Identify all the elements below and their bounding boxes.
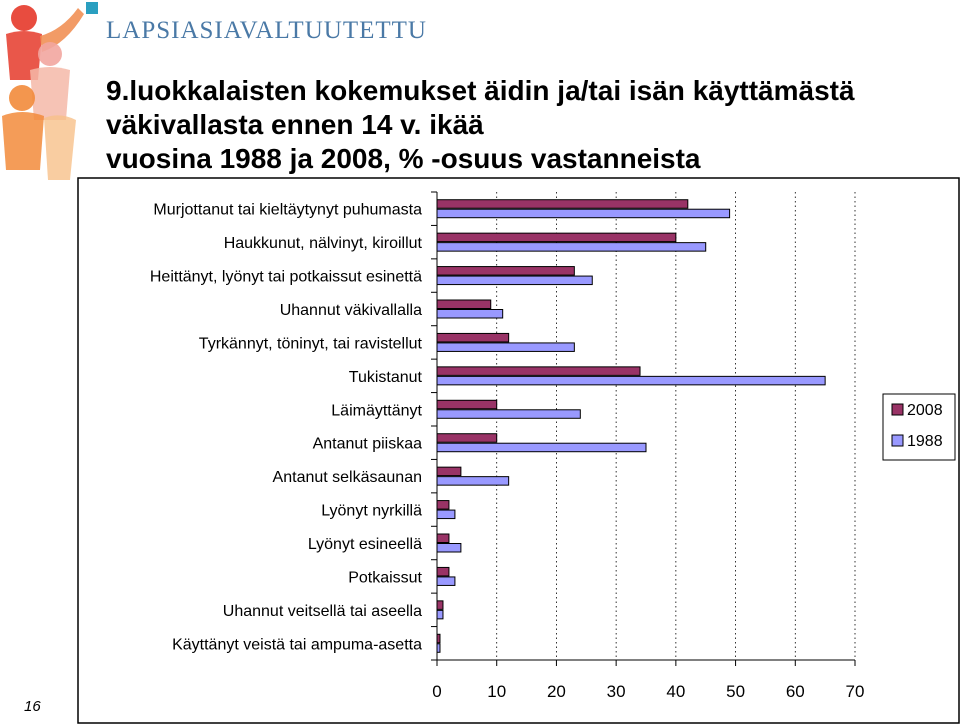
title-line: väkivallasta ennen 14 v. ikää — [106, 109, 484, 140]
x-tick-label: 60 — [786, 682, 805, 701]
x-tick-label: 40 — [666, 682, 685, 701]
x-tick-label: 30 — [607, 682, 626, 701]
legend-label-2008: 2008 — [907, 402, 943, 419]
bar-1988 — [436, 208, 731, 219]
category-label: Lyönyt nyrkillä — [321, 503, 422, 520]
category-label: Lyönyt esineellä — [308, 536, 422, 553]
category-labels: Murjottanut tai kieltäytynyt puhumasta Ha… — [150, 202, 423, 654]
x-tick-label: 10 — [487, 682, 506, 701]
category-label: Tukistanut — [349, 369, 423, 386]
bar-2008 — [436, 466, 462, 477]
tick-labels: 0 10 20 30 40 50 60 70 — [432, 682, 864, 701]
bar-1988 — [436, 609, 444, 620]
category-label: Murjottanut tai kieltäytynyt puhumasta — [153, 202, 422, 219]
axes — [431, 191, 856, 666]
bar-1988 — [436, 543, 462, 553]
bar-1988 — [436, 342, 575, 352]
bar-2008 — [436, 500, 450, 510]
logo-person-head — [11, 5, 37, 31]
category-label: Antanut piiskaa — [313, 436, 423, 453]
bar-1988 — [436, 309, 504, 319]
logo-square — [86, 2, 98, 14]
category-label: Käyttänyt veistä tai ampuma-asetta — [172, 636, 422, 653]
bar-2008 — [436, 600, 444, 610]
x-tick-label: 20 — [547, 682, 566, 701]
x-tick-label: 70 — [846, 682, 865, 701]
bar-2008 — [436, 266, 575, 276]
bar-1988 — [436, 509, 456, 520]
logo-person-body — [2, 112, 44, 170]
bar-1988 — [436, 576, 456, 586]
bar-1988 — [436, 476, 510, 486]
category-label: Uhannut väkivallalla — [280, 302, 422, 319]
logo-person-head — [38, 42, 62, 66]
bar-2008 — [436, 399, 498, 410]
x-tick-label: 0 — [432, 682, 441, 701]
legend-swatch-2008 — [891, 403, 904, 416]
title-line: 9.luokkalaisten kokemukset äidin ja/tai … — [106, 75, 855, 106]
legend: 2008 1988 — [882, 393, 956, 461]
logo-person-body — [44, 115, 76, 180]
gridlines — [496, 192, 856, 660]
bar-2008 — [436, 433, 498, 443]
category-label: Tyrkännyt, töninyt, tai ravistellut — [199, 335, 423, 352]
page-number: 16 — [24, 698, 41, 715]
logo-figures — [2, 2, 98, 180]
bar-1988 — [436, 442, 647, 453]
title-line: vuosina 1988 ja 2008, % -osuus vastannei… — [106, 143, 701, 174]
legend-swatch-1988 — [891, 434, 904, 447]
logo-person-head — [9, 85, 35, 111]
logo-person-arm — [40, 8, 84, 52]
category-label: Potkaissut — [348, 569, 422, 586]
legend-label-1988: 1988 — [907, 433, 943, 450]
bar-2008 — [436, 332, 510, 343]
bar-1988 — [436, 275, 593, 286]
bar-2008 — [436, 566, 450, 577]
bar-2008 — [436, 299, 492, 309]
bars — [436, 199, 826, 653]
category-label: Antanut selkäsaunan — [273, 469, 422, 486]
bar-1988 — [436, 409, 581, 419]
brand-name: LAPSIASIAVALTUUTETTU — [106, 17, 427, 44]
logo-person-body — [30, 67, 70, 120]
bar-2008 — [436, 533, 450, 543]
bar-2008 — [436, 232, 677, 243]
bar-2008 — [436, 366, 641, 376]
category-label: Heittänyt, lyönyt tai potkaissut esinett… — [150, 269, 422, 286]
category-label: Läimäyttänyt — [331, 402, 422, 419]
bar-2008 — [436, 199, 689, 209]
bar-1988 — [436, 242, 707, 252]
page-title: 9.luokkalaisten kokemukset äidin ja/tai … — [106, 74, 956, 176]
category-label: Uhannut veitsellä tai aseella — [223, 603, 422, 620]
chart-frame — [77, 177, 960, 724]
category-label: Haukkunut, nälvinyt, kiroillut — [224, 235, 423, 252]
logo-person-body — [6, 31, 42, 80]
x-tick-label: 50 — [726, 682, 745, 701]
bar-1988 — [436, 375, 826, 386]
